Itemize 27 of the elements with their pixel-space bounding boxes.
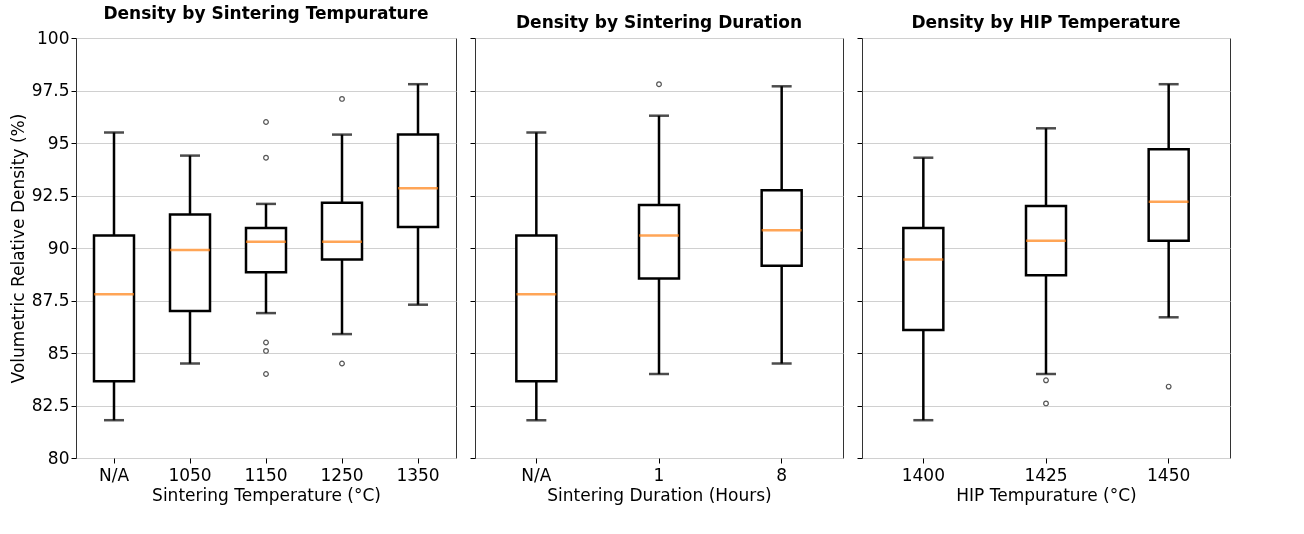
chart-title: Density by HIP Temperature [911,11,1181,32]
x-tick-label: 1450 [1147,464,1191,485]
x-axis-title: Sintering Duration (Hours) [547,484,772,505]
y-tick-label: 82.5 [31,395,70,415]
y-tick-label: 90 [47,237,70,258]
y-axis-title: Volumetric Relative Density (%) [7,113,28,384]
y-tick-label: 97.5 [31,80,70,100]
x-tick-label: 1 [653,464,665,485]
x-axis-title: HIP Tempurature (°C) [956,484,1137,505]
y-tick-label: 92.5 [31,185,70,205]
y-tick-label: 95 [47,132,70,153]
x-axis-title: Sintering Temperature (°C) [152,484,381,505]
x-tick-label: 8 [776,464,788,485]
x-tick-label: 1400 [901,464,945,485]
x-tick-label: 1350 [396,464,440,485]
x-tick-label: 1250 [320,464,364,485]
chart-title: Density by Sintering Duration [515,11,803,32]
x-tick-label: 1050 [168,464,212,485]
y-tick-label: 85 [47,342,70,363]
x-tick-label: N/A [521,464,552,485]
x-tick-label: N/A [98,464,130,485]
x-tick-label: 1425 [1024,464,1068,485]
y-tick-label: 100 [37,27,70,48]
y-tick-label: 80 [47,447,70,468]
x-tick-label: 1150 [244,464,288,485]
chart-title: Density by Sintering Tempurature [103,3,429,23]
y-tick-label: 87.5 [31,290,70,310]
